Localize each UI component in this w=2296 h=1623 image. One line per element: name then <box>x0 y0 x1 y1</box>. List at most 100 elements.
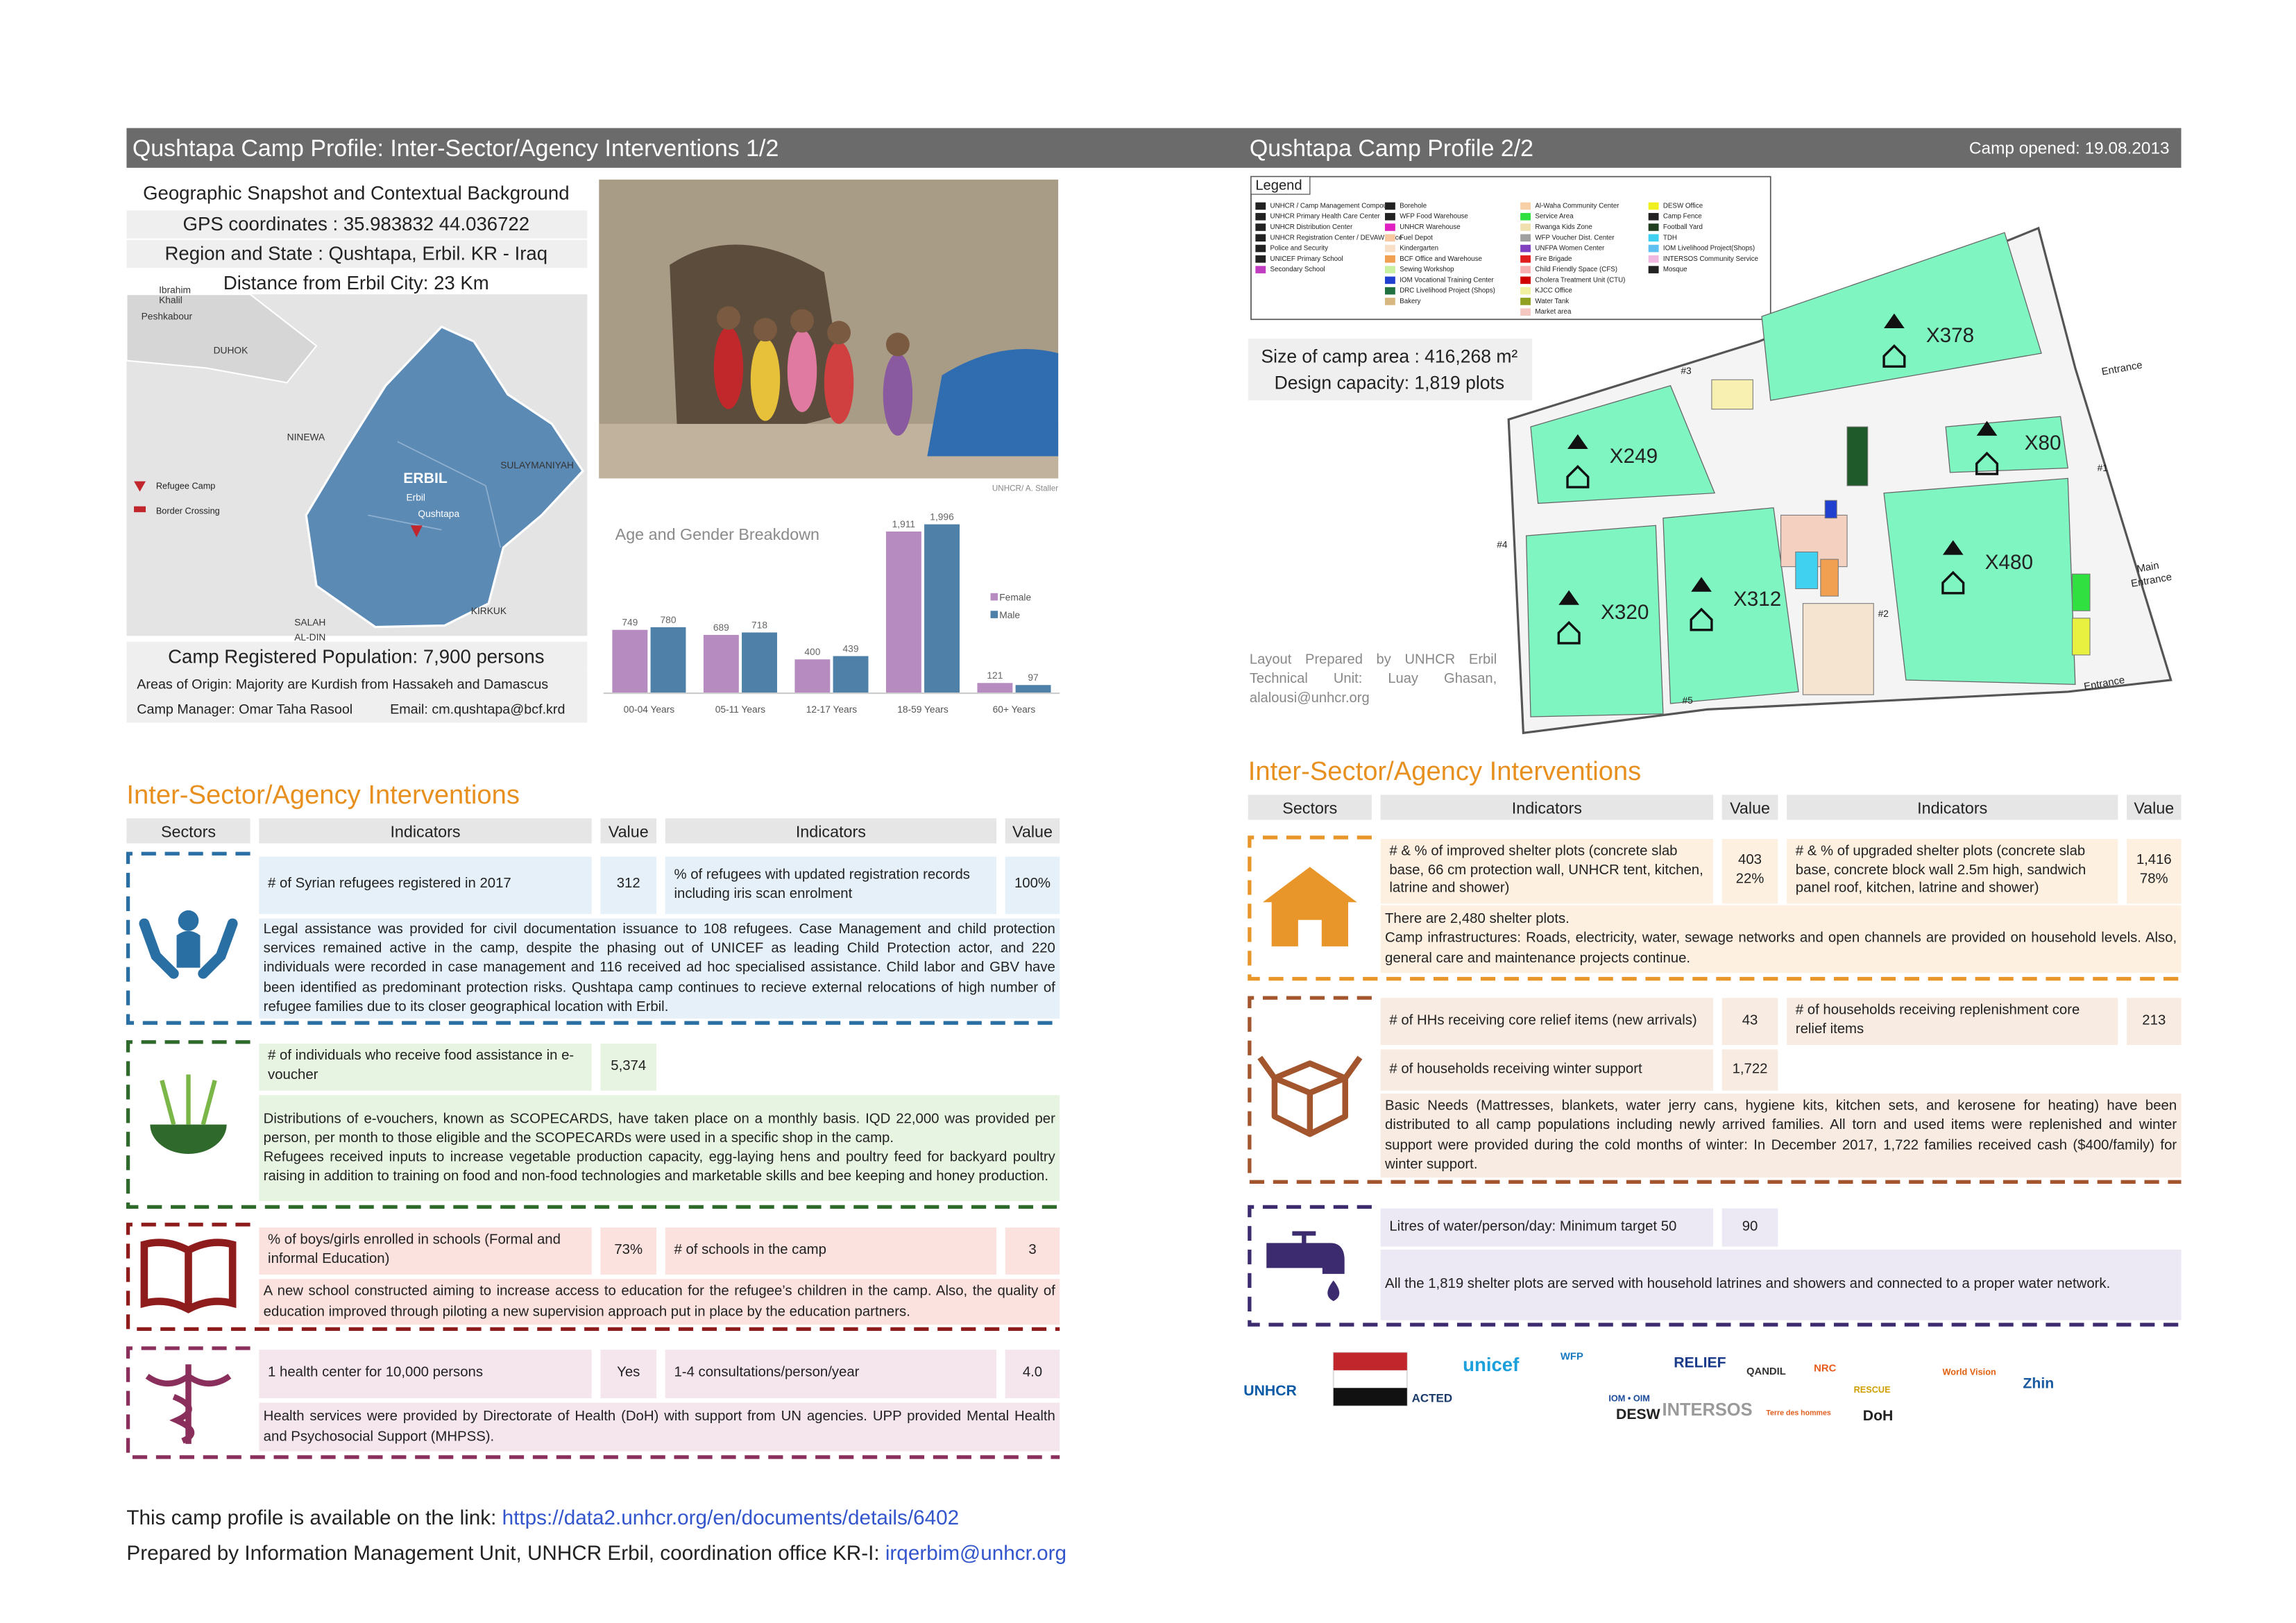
logo: NRC <box>1814 1363 1836 1375</box>
point-label: #3 <box>1681 366 1692 376</box>
indicator-cell <box>1380 998 1714 1046</box>
header-cell <box>259 818 592 844</box>
photo-head <box>717 306 740 330</box>
indicator-value: 5,374 <box>600 1044 656 1091</box>
legend-swatch <box>1255 244 1266 253</box>
map-label: Ibrahim <box>159 284 191 295</box>
legend-swatch <box>1648 234 1659 242</box>
section-border <box>1248 835 2182 981</box>
indicator-value-box: 4.0 <box>1005 1350 1060 1398</box>
logo: INTERSOS <box>1663 1400 1753 1420</box>
house-icon <box>1557 620 1581 645</box>
paragraph: Camp infrastructures: Roads, electricity… <box>1385 931 2177 967</box>
house-icon <box>1882 344 1906 368</box>
legend-swatch <box>990 611 998 618</box>
indicator-text: # of households receiving winter support <box>1389 1060 1642 1077</box>
footer-text: Prepared by Information Management Unit,… <box>126 1541 885 1564</box>
legend-swatch <box>1255 255 1266 263</box>
house-icon <box>1975 451 1999 475</box>
section-border <box>126 1223 1060 1332</box>
legend-item: KJCC Office <box>1535 287 1572 295</box>
text-bg <box>1380 1094 2182 1178</box>
indicator-value-box: 100% <box>1014 876 1051 892</box>
legend-item: Fuel Depot <box>1400 234 1433 241</box>
block-label: X249 <box>1610 445 1658 468</box>
indicator-value: 4.0 <box>1005 1350 1060 1398</box>
value-cell <box>2127 998 2182 1046</box>
province <box>126 294 318 384</box>
indicator-label: # of households receiving replenishment … <box>1787 998 2118 1045</box>
value-text: 100% <box>1014 876 1051 892</box>
map-label: Qushtapa <box>418 509 459 519</box>
entrance-label: Main <box>2136 560 2160 575</box>
camp-marker <box>410 525 423 538</box>
bar <box>885 531 921 694</box>
bar <box>794 659 831 694</box>
footer-text: This camp profile is available on the li… <box>126 1506 502 1529</box>
snapshot-distance: Distance from Erbil City: 23 Km <box>223 272 489 294</box>
legend-label: Female <box>999 593 1031 603</box>
text-bg <box>259 1402 1060 1452</box>
indicator-cell <box>1380 839 1714 904</box>
section-text-box: Legal assistance was provided for civil … <box>264 921 1055 1016</box>
value-cell <box>1721 839 1778 904</box>
header-cell <box>2127 794 2182 820</box>
point-label: #1 <box>2098 463 2108 473</box>
bar-label: 97 <box>1028 672 1038 683</box>
tent-icon <box>1942 540 1964 555</box>
indicator-label: # & % of upgraded shelter plots (concret… <box>1787 839 2118 903</box>
map-credit-box: Layout Prepared by UNHCR Erbil Technical… <box>1250 652 1497 706</box>
indicator-value-box: 312 <box>617 876 640 892</box>
section-text: Basic Needs (Mattresses, blankets, water… <box>1381 1094 2182 1178</box>
photo-tarp <box>927 349 1059 457</box>
legend-swatch <box>1520 223 1531 231</box>
legend-swatch <box>1255 202 1266 210</box>
legend-swatch <box>1255 223 1266 231</box>
tent-icon <box>1691 577 1712 592</box>
logo: ACTED <box>1412 1392 1452 1405</box>
legend-item: IOM Livelihood Project(Shops) <box>1663 245 1755 253</box>
flag-black <box>1333 1388 1407 1406</box>
legend-swatch <box>1648 255 1659 263</box>
header-cell <box>1248 794 1372 820</box>
legend-item: BCF Office and Warehouse <box>1400 255 1482 263</box>
header-label: Value <box>1730 799 1770 817</box>
indicator-label: # & % of improved shelter plots (concret… <box>1381 839 1713 903</box>
indicator-label: Litres of water/person/day: Minimum targ… <box>1381 1208 1713 1246</box>
indicator-value: 1,416 78% <box>2127 839 2181 903</box>
value-text: 5,374 <box>611 1057 647 1074</box>
camp-capacity: Design capacity: 1,819 plots <box>1275 373 1504 393</box>
indicator-label: % of boys/girls enrolled in schools (For… <box>259 1227 591 1275</box>
indicator-label: # of households receiving winter support <box>1381 1049 1713 1090</box>
section-text-box: Health services were provided by Directo… <box>264 1409 1055 1445</box>
bar-label: 439 <box>843 643 859 654</box>
bar <box>977 683 1013 694</box>
legend-swatch <box>1385 287 1395 295</box>
icon <box>139 918 238 979</box>
section-border <box>126 1346 1060 1459</box>
legend-swatch <box>1385 212 1395 221</box>
value-text: 78% <box>2139 871 2168 888</box>
indicator-value: 90 <box>1722 1208 1778 1246</box>
indicator-cell <box>665 856 997 915</box>
indicator-cell <box>259 1043 592 1091</box>
facility <box>1795 551 1819 589</box>
indicator-value: 43 <box>1722 998 1778 1045</box>
section-border <box>126 851 1060 1025</box>
legend-swatch <box>1385 223 1395 231</box>
bar-label: 1,911 <box>892 519 915 529</box>
block-label: X312 <box>1733 588 1781 611</box>
legend-item: Camp Fence <box>1663 213 1702 221</box>
tent-icon <box>1976 420 1998 436</box>
camp-size: Size of camp area : 416,268 m² <box>1261 346 1518 366</box>
section-title: Inter-Sector/Agency Interventions <box>1248 756 1642 786</box>
legend-swatch <box>1648 223 1659 231</box>
house-icon <box>1690 607 1713 631</box>
legend-swatch <box>1385 266 1395 273</box>
legend-swatch <box>1648 202 1659 210</box>
indicator-label-box: % of boys/girls enrolled in schools (For… <box>259 1227 591 1275</box>
indicator-value-box: 5,374 <box>600 1044 656 1091</box>
photo-credit: UNHCR/ A. Staller <box>992 484 1058 493</box>
legend-swatch <box>990 593 998 601</box>
